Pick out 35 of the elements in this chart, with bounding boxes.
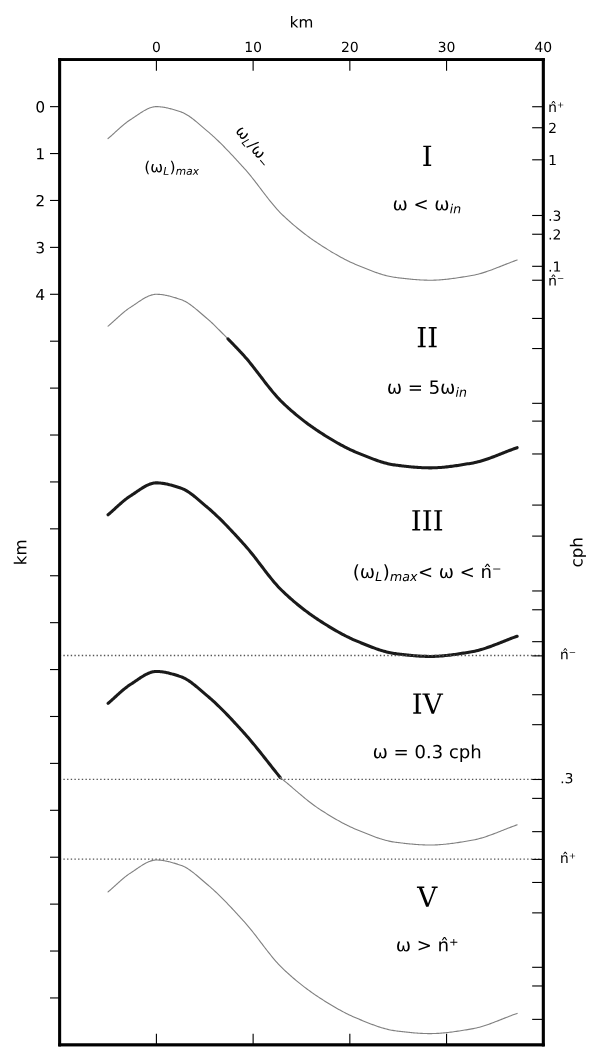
ref-line-label: n̂⁻ (561, 648, 576, 660)
annotation: ω < ω$_{in}$ (393, 199, 461, 214)
y2-tick-label: .3 (549, 210, 561, 221)
y2-tick-label: n̂⁺ (549, 100, 564, 112)
x-axis-title: km (291, 15, 313, 28)
x-tick-label: 30 (438, 41, 455, 53)
y-tick-label: 4 (36, 288, 45, 301)
y-tick-label: 1 (37, 148, 44, 160)
x-tick-label: 0 (152, 41, 160, 53)
annotation: V (416, 886, 438, 907)
annotation: II (417, 326, 437, 348)
y-axis-title: km (13, 540, 27, 564)
y2-tick-label: 1 (549, 154, 556, 166)
annotation: III (412, 510, 443, 531)
y-tick-label: 2 (36, 194, 44, 207)
annotation: (ω$_{L}$)$_{max}$ (145, 160, 200, 175)
annotation: I (423, 145, 432, 166)
y2-tick-label: .2 (549, 229, 560, 240)
annotation: ω > n̂⁺ (397, 936, 458, 952)
annotation: ω = 5ω$_{in}$ (388, 380, 467, 397)
annotation: ω = 0.3 cph (373, 744, 481, 762)
y-tick-label: 3 (36, 241, 44, 254)
text: .3 (561, 772, 573, 784)
ref-line-label: n̂⁺ (561, 851, 576, 863)
x-tick-label: 20 (342, 41, 358, 53)
annotation: (ω$_{L}$)$_{max}$< ω < n̂⁻ (354, 563, 501, 582)
annotation: IV (413, 693, 444, 714)
x-tick-label: 40 (535, 41, 552, 53)
y-tick-label: 0 (36, 101, 45, 113)
y2-tick-label: n̂⁻ (549, 274, 564, 286)
x-tick-label: 10 (245, 41, 262, 53)
y2-tick-label: .1 (549, 261, 561, 272)
annotation: ω$_{L}$/ω$_{−}$ (233, 124, 273, 168)
y2-tick-label: 2 (549, 122, 556, 134)
y2-axis-title: cph (569, 538, 586, 567)
